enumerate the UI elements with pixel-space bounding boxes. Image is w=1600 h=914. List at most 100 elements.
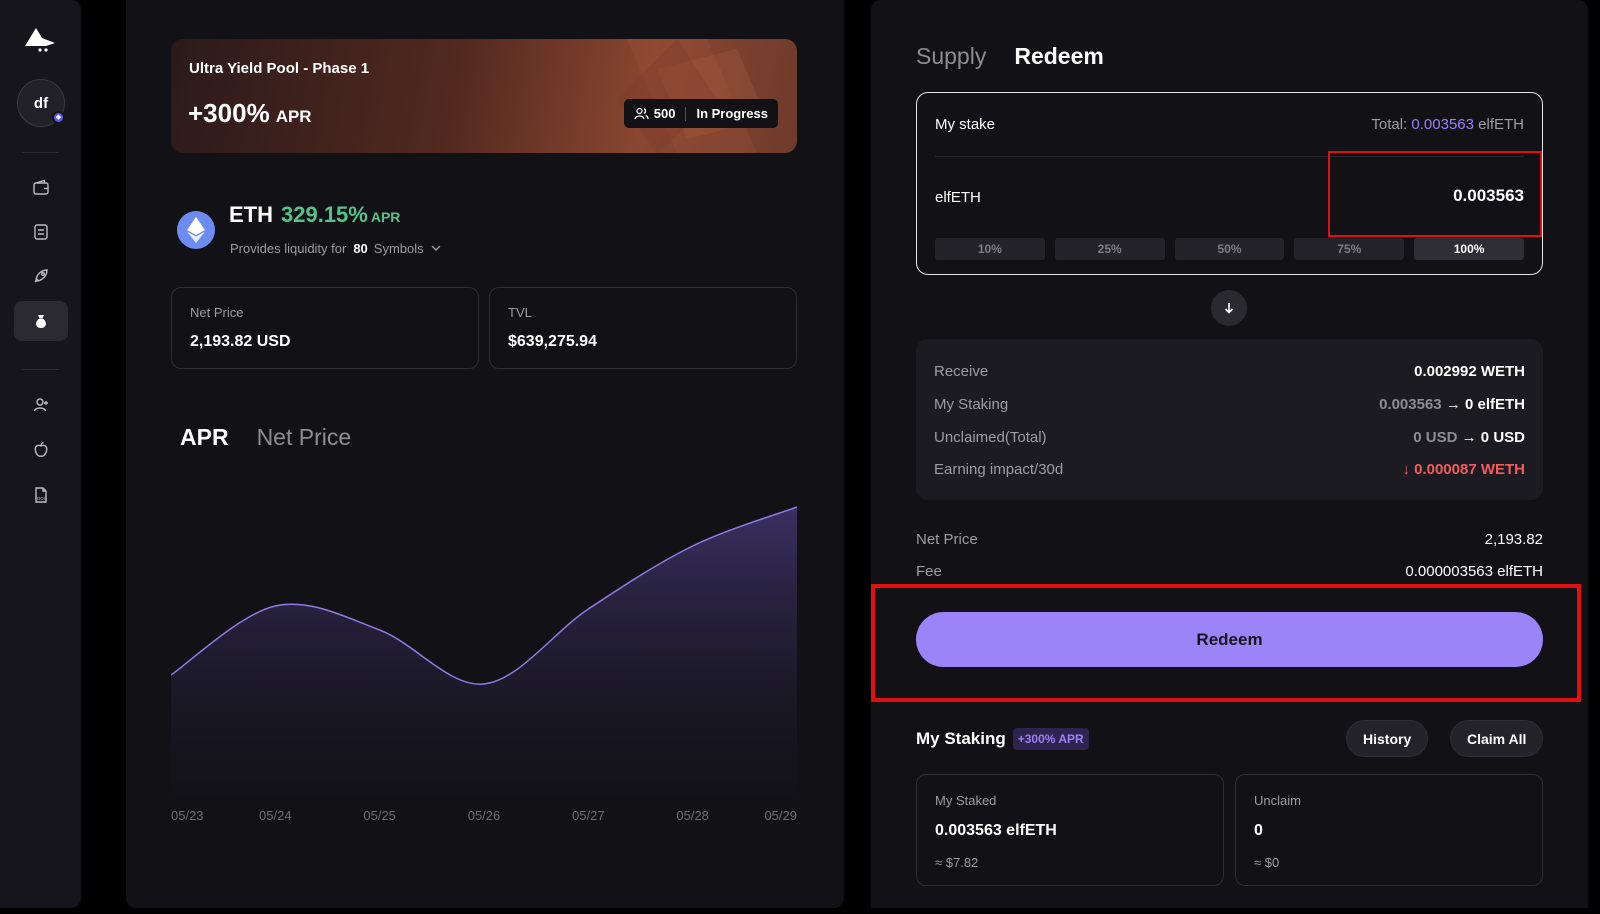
stake-header: My stake Total: 0.003563 elfETH xyxy=(935,93,1524,157)
tvl-value: $639,275.94 xyxy=(508,333,597,350)
unclaimed-label: Unclaimed(Total) xyxy=(934,428,1047,446)
percent-button-10[interactable]: 10% xyxy=(935,238,1045,260)
sidebar-divider xyxy=(22,369,59,370)
percent-button-75[interactable]: 75% xyxy=(1294,238,1405,260)
amount-input-highlight xyxy=(1328,151,1542,237)
x-tick-label: 05/26 xyxy=(467,808,501,823)
receive-value: 0.002992 WETH xyxy=(1414,362,1525,380)
asset-header: ETH 329.15% APR xyxy=(229,202,400,228)
liquidity-suffix: Symbols xyxy=(373,241,424,256)
fee-value: 0.000003563 elfETH xyxy=(1405,562,1543,580)
redeem-button[interactable]: Redeem xyxy=(916,612,1543,667)
tab-apr[interactable]: APR xyxy=(180,424,229,450)
tab-net-price[interactable]: Net Price xyxy=(256,424,352,450)
apple-icon xyxy=(34,441,48,457)
fee-label: Fee xyxy=(916,562,942,580)
my-staking-row: My Staking 0.003563 → 0 elfETH xyxy=(934,393,1525,415)
users-icon xyxy=(634,107,649,120)
arrow-down-button[interactable] xyxy=(1211,290,1247,326)
stake-input-card: My stake Total: 0.003563 elfETH elfETH 0… xyxy=(916,92,1543,275)
amount-input[interactable]: 0.003563 xyxy=(1453,186,1524,205)
earning-impact-value: ↓ 0.000087 WETH xyxy=(1402,460,1525,478)
tab-redeem[interactable]: Redeem xyxy=(1014,43,1104,69)
receive-summary: Receive 0.002992 WETH My Staking 0.00356… xyxy=(916,339,1543,500)
sidebar-item-pool[interactable] xyxy=(14,301,68,341)
asset-apr-unit: APR xyxy=(370,209,401,225)
tab-supply[interactable]: Supply xyxy=(916,43,987,69)
net-price-label: Net Price xyxy=(190,305,244,320)
status-badge: In Progress xyxy=(696,106,768,121)
mode-tabs: Supply Redeem xyxy=(916,43,1104,70)
fee-row: Fee 0.000003563 elfETH xyxy=(916,560,1543,582)
sidebar-item-launch[interactable] xyxy=(14,256,68,296)
claim-all-button[interactable]: Claim All xyxy=(1450,720,1544,757)
redeem-button-highlight xyxy=(871,584,1581,702)
swap-icon xyxy=(34,224,48,240)
net-price-label: Net Price xyxy=(916,530,978,548)
stake-token: elfETH xyxy=(935,189,981,206)
app-logo-icon[interactable] xyxy=(22,24,58,54)
participants-count: 500 xyxy=(653,106,676,121)
percent-button-100[interactable]: 100% xyxy=(1414,238,1524,260)
my-staking-header: My Staking +300% APR xyxy=(916,728,1089,750)
net-price-row: Net Price 2,193.82 xyxy=(916,528,1543,550)
net-price-value: 2,193.82 USD xyxy=(190,333,291,350)
pool-apr-unit: APR xyxy=(275,107,312,126)
x-tick-label: 05/27 xyxy=(572,808,605,823)
x-tick-label: 05/24 xyxy=(259,808,292,823)
percent-button-50[interactable]: 50% xyxy=(1174,238,1285,260)
unclaim-usd: ≈ $0 xyxy=(1254,855,1280,870)
receive-row: Receive 0.002992 WETH xyxy=(934,360,1525,382)
pool-detail-panel: Ultra Yield Pool - Phase 1 +300% APR 500 … xyxy=(126,0,844,908)
percent-button-25[interactable]: 25% xyxy=(1054,238,1165,260)
stake-title: My stake xyxy=(935,116,996,133)
x-tick-label: 05/28 xyxy=(676,808,709,823)
chart-x-axis: 05/23 05/24 05/25 05/26 05/27 05/28 05/29 xyxy=(171,808,797,826)
chart-area xyxy=(171,507,797,795)
my-staked-label: My Staked xyxy=(935,793,997,808)
pool-title: Ultra Yield Pool - Phase 1 xyxy=(189,60,370,77)
my-staking-title: My Staking xyxy=(916,729,1006,748)
x-tick-label: 05/25 xyxy=(363,808,396,823)
apr-badge: +300% APR xyxy=(1012,728,1089,750)
sidebar-item-invite[interactable] xyxy=(14,385,68,425)
earning-impact-row: Earning impact/30d ↓ 0.000087 WETH xyxy=(934,458,1525,480)
tvl-label: TVL xyxy=(508,305,532,320)
x-tick-label: 05/23 xyxy=(171,808,204,823)
receive-label: Receive xyxy=(934,362,989,380)
unclaimed-from: 0 USD xyxy=(1413,428,1458,446)
sidebar-item-docs[interactable]: DOC xyxy=(14,475,68,515)
rocket-icon xyxy=(34,269,48,283)
liquidity-prefix: Provides liquidity for xyxy=(230,241,347,256)
pool-apr: +300% APR xyxy=(188,98,312,129)
avatar-initials: df xyxy=(33,94,49,112)
earning-impact-label: Earning impact/30d xyxy=(934,460,1064,478)
avatar[interactable]: df ◆ xyxy=(17,79,65,127)
my-staking-label: My Staking xyxy=(934,395,1009,413)
liquidity-info[interactable]: Provides liquidity for 80 Symbols xyxy=(230,241,441,256)
pool-banner: Ultra Yield Pool - Phase 1 +300% APR 500 … xyxy=(171,39,797,153)
sidebar-item-swap[interactable] xyxy=(14,212,68,252)
apr-chart xyxy=(171,506,797,795)
total-value: 0.003563 xyxy=(1411,116,1474,133)
wallet-icon xyxy=(33,179,49,195)
x-tick-label: 05/29 xyxy=(764,808,797,823)
pool-apr-value: +300% xyxy=(188,98,270,128)
my-staked-usd: ≈ $7.82 xyxy=(935,855,979,870)
redeem-panel: Supply Redeem My stake Total: 0.003563 e… xyxy=(871,0,1588,908)
sidebar-item-apple[interactable] xyxy=(14,430,68,470)
history-button[interactable]: History xyxy=(1346,720,1429,757)
net-price-card: Net Price 2,193.82 USD xyxy=(171,287,479,369)
sidebar-divider xyxy=(22,152,59,153)
doc-icon: DOC xyxy=(35,487,48,503)
user-plus-icon xyxy=(33,398,48,412)
total-label: Total: xyxy=(1371,116,1408,133)
eth-logo-icon xyxy=(177,211,215,249)
sidebar-item-wallet[interactable] xyxy=(14,168,68,208)
liquidity-count: 80 xyxy=(353,241,368,256)
my-staked-value: 0.003563 elfETH xyxy=(935,822,1057,839)
svg-text:DOC: DOC xyxy=(37,496,48,501)
total-unit: elfETH xyxy=(1478,116,1524,133)
pill-separator xyxy=(685,106,687,121)
pool-status-pill: 500 In Progress xyxy=(623,99,778,128)
